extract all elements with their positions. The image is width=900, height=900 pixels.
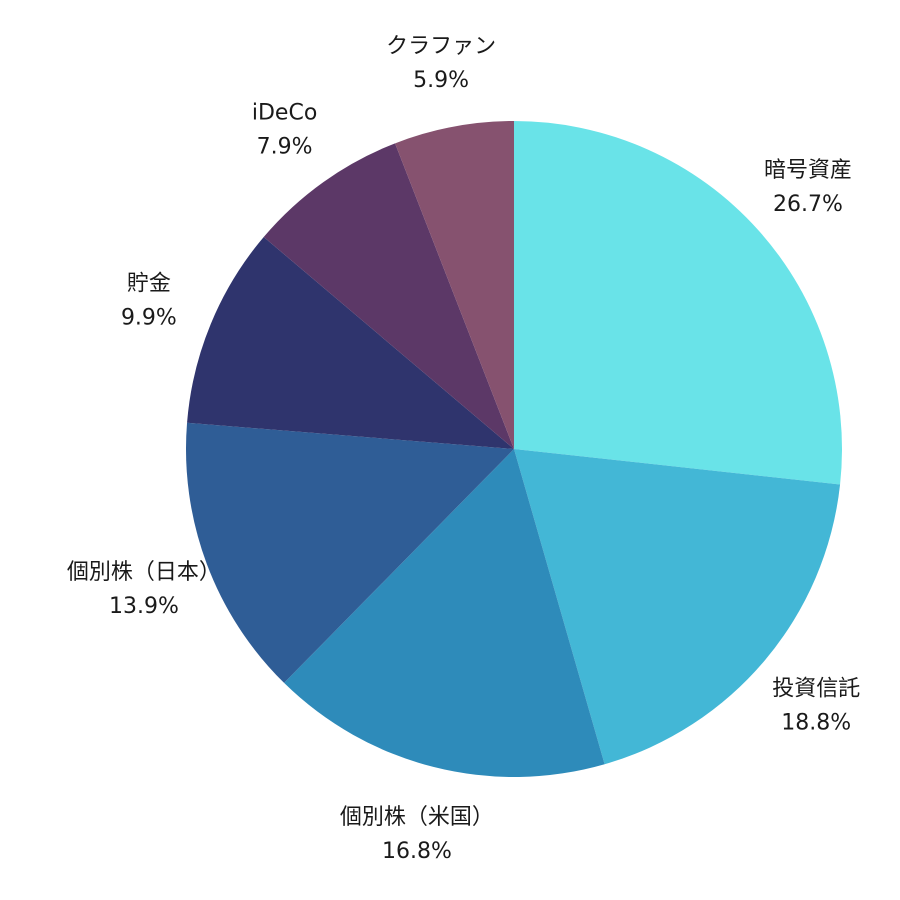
pie-slice <box>514 121 842 485</box>
pie-slice <box>395 121 514 449</box>
slice-percent-label: 13.9% <box>109 594 179 619</box>
pie-slice <box>263 143 514 449</box>
pie-slice <box>514 449 841 765</box>
slice-label: 投資信託 <box>772 676 860 701</box>
slice-percent-label: 9.9% <box>121 305 177 330</box>
slice-label: iDeCo <box>252 100 317 125</box>
slice-percent-label: 7.9% <box>257 134 313 159</box>
slice-label: 個別株（日本） <box>67 560 221 585</box>
pie-slices <box>185 121 842 778</box>
slice-percent-label: 5.9% <box>413 68 469 93</box>
slice-label: 貯金 <box>127 271 171 296</box>
slice-percent-label: 26.7% <box>773 192 843 217</box>
slice-percent-label: 16.8% <box>382 839 452 864</box>
slice-label: クラファン <box>386 34 496 59</box>
slice-percent-label: 18.8% <box>781 710 851 735</box>
pie-labels: 暗号資産 26.7% 投資信託 18.8% 個別株（米国） 16.8% 個別株（日本） 13.… <box>67 34 860 864</box>
slice-label: 個別株（米国） <box>340 805 494 830</box>
pie-slice <box>187 236 515 449</box>
slice-label: 暗号資産 <box>764 158 852 183</box>
pie-slice <box>284 449 605 778</box>
pie-slice <box>185 422 514 683</box>
